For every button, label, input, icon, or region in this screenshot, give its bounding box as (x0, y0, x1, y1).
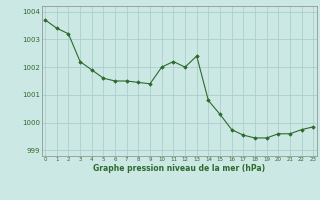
X-axis label: Graphe pression niveau de la mer (hPa): Graphe pression niveau de la mer (hPa) (93, 164, 265, 173)
